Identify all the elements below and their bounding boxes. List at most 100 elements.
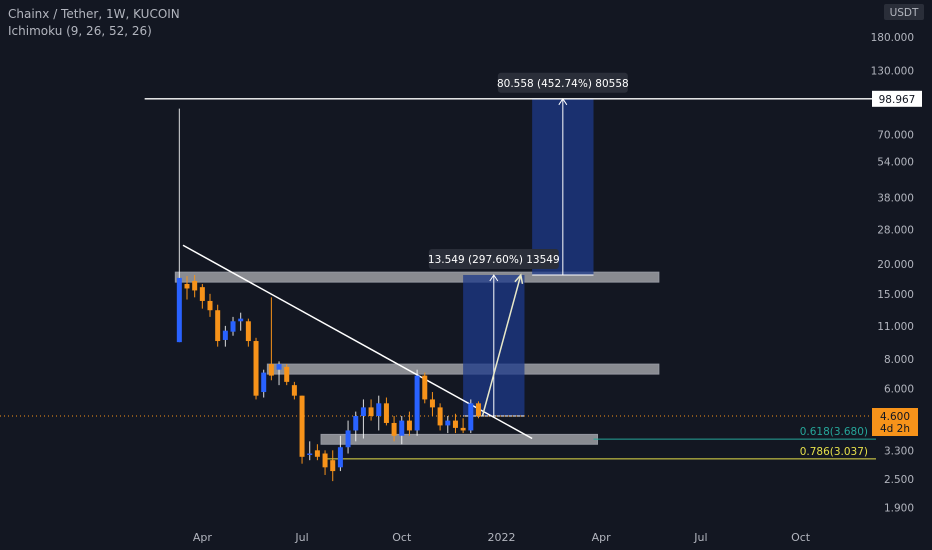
candle-13 — [276, 361, 282, 386]
candle-body-19 — [322, 453, 328, 468]
x-tick-5: Jul — [693, 531, 707, 544]
candle-18 — [314, 444, 320, 461]
y-axis[interactable]: USDT 180.000 130.000 70.000 54.000 38.000 28.0… — [871, 4, 924, 514]
resistance-price-tag — [872, 90, 922, 107]
candle-35 — [445, 416, 451, 434]
x-tick-1: Jul — [294, 531, 308, 544]
projection-arrow — [481, 274, 522, 417]
candle-body-15 — [291, 385, 297, 396]
candle-body-21 — [337, 447, 343, 468]
candle-25 — [368, 399, 374, 421]
candle-body-4 — [207, 300, 213, 311]
candle-16 — [299, 395, 305, 464]
candle-body-10 — [253, 341, 259, 396]
candle-5 — [215, 304, 221, 347]
y-tick-2: 130.000 — [871, 66, 914, 78]
candle-body-0 — [176, 277, 182, 343]
candle-body-36 — [452, 420, 458, 428]
candle-body-13 — [276, 364, 282, 370]
y-tick-14: 1.900 — [884, 502, 914, 514]
candle-26 — [376, 395, 382, 431]
candle-38 — [468, 399, 474, 434]
x-tick-0: Apr — [193, 531, 213, 544]
y-tick-3: 70.000 — [877, 130, 914, 142]
candle-body-27 — [383, 403, 389, 423]
candle-body-22 — [345, 430, 351, 448]
candle-17 — [307, 441, 313, 461]
drawing-labels: 13.549 (297.60%) 13549 80.558 (452.74%) 8… — [428, 72, 868, 458]
candle-31 — [414, 369, 420, 436]
target-label-1: 80.558 (452.74%) 80558 — [497, 78, 629, 90]
candle-4 — [207, 293, 213, 317]
target-label-0: 13.549 (297.60%) 13549 — [428, 254, 560, 266]
candle-6 — [222, 325, 228, 347]
y-tick-6: 28.000 — [877, 224, 914, 236]
candle-11 — [261, 369, 267, 398]
candle-10 — [253, 337, 259, 400]
x-tick-6: Oct — [791, 531, 811, 544]
candle-body-16 — [299, 395, 305, 457]
candle-9 — [245, 318, 251, 347]
candle-27 — [383, 397, 389, 426]
candle-12 — [268, 297, 274, 381]
fib-label-1: 0.786(3.037) — [800, 446, 868, 458]
resistance-price-label: 98.967 — [879, 94, 916, 106]
candle-37 — [460, 418, 466, 434]
candle-3 — [199, 283, 205, 309]
target-arrowhead-0 — [489, 274, 499, 282]
fib-label-0: 0.618(3.680) — [800, 426, 868, 438]
candle-body-25 — [368, 407, 374, 416]
candle-22 — [345, 420, 351, 454]
symbol-title: Chainx / Tether, 1W, KUCOIN — [8, 7, 180, 21]
candle-body-18 — [314, 450, 320, 457]
candle-body-7 — [230, 321, 236, 332]
y-tick-5: 38.000 — [877, 193, 914, 205]
candle-body-29 — [399, 420, 405, 436]
currency-badge-bg — [884, 4, 924, 20]
zone-2 — [320, 433, 599, 445]
zone-0 — [174, 271, 660, 283]
candle-15 — [291, 381, 297, 400]
candle-body-32 — [422, 375, 428, 400]
y-tick-7: 20.000 — [877, 259, 914, 271]
candle-body-17 — [307, 453, 313, 456]
drawing-lines — [0, 98, 876, 460]
candle-28 — [391, 416, 397, 442]
candle-30 — [406, 411, 412, 436]
candle-body-9 — [245, 321, 251, 342]
y-tick-9: 11.000 — [877, 321, 914, 333]
y-tick-4: 54.000 — [877, 156, 914, 168]
candle-20 — [330, 450, 336, 482]
candle-body-20 — [330, 460, 336, 472]
x-tick-2: Oct — [392, 531, 412, 544]
candle-body-8 — [238, 318, 244, 322]
candle-36 — [452, 413, 458, 434]
candle-24 — [360, 399, 366, 439]
trendline — [182, 244, 533, 440]
candle-body-33 — [429, 399, 435, 408]
x-tick-3: 2022 — [487, 531, 515, 544]
currency-label: USDT — [890, 7, 919, 19]
candle-body-26 — [376, 403, 382, 416]
candle-7 — [230, 316, 236, 336]
y-tick-10: 8.000 — [884, 354, 914, 366]
candle-21 — [337, 435, 343, 472]
candle-34 — [437, 403, 443, 431]
x-axis[interactable]: Apr Jul Oct 2022 Apr Jul Oct — [193, 531, 811, 544]
current-price-tag — [872, 408, 918, 436]
candle-body-1 — [184, 283, 190, 289]
target-label-box-0 — [428, 248, 559, 269]
candle-body-28 — [391, 422, 397, 436]
countdown-label: 4d 2h — [880, 423, 910, 435]
candle-0 — [176, 108, 182, 343]
candle-body-23 — [353, 416, 359, 431]
candle-14 — [284, 364, 290, 386]
candle-33 — [429, 392, 435, 416]
candle-body-30 — [406, 420, 412, 431]
candlestick-series — [176, 108, 481, 482]
candle-body-31 — [414, 375, 420, 431]
candle-body-37 — [460, 427, 466, 431]
candle-body-11 — [261, 372, 267, 393]
y-tick-11: 6.000 — [884, 384, 914, 396]
